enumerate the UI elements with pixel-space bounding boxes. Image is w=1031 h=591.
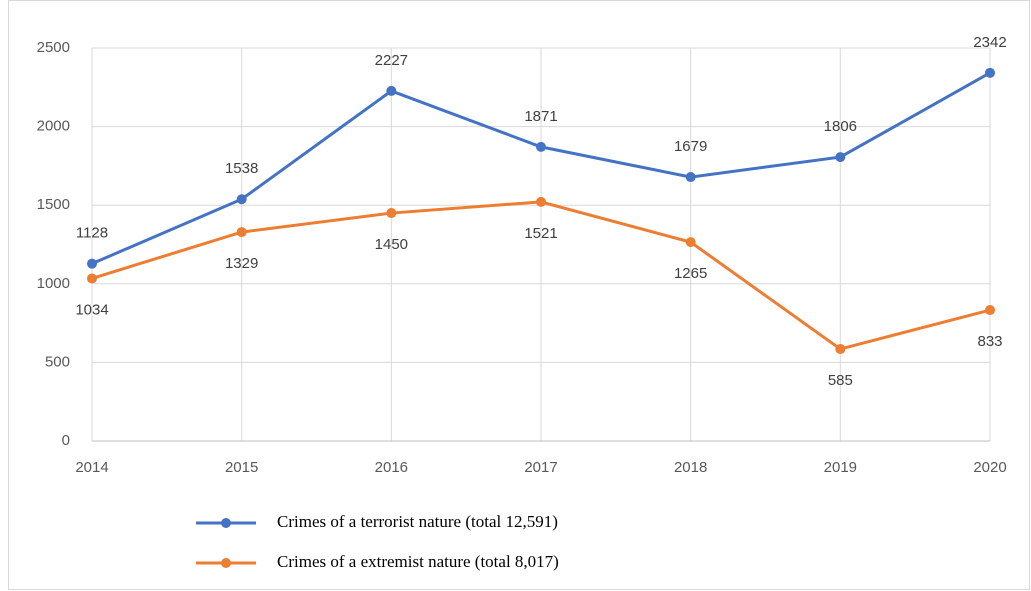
data-label: 1538 (225, 160, 258, 177)
point (87, 258, 97, 269)
data-label: 1521 (524, 225, 557, 242)
x-tick-label: 2017 (524, 459, 557, 476)
x-tick-label: 2018 (674, 459, 707, 476)
point (685, 237, 696, 248)
y-tick-label: 500 (45, 353, 70, 370)
y-tick-label: 1500 (37, 196, 70, 213)
legend-marker (221, 558, 231, 568)
data-label: 1679 (674, 138, 707, 155)
y-tick-label: 1000 (37, 275, 70, 292)
data-label: 1329 (225, 255, 258, 272)
point (236, 194, 247, 205)
data-label: 2227 (375, 52, 408, 69)
point (536, 196, 546, 207)
y-tick-label: 2000 (37, 118, 70, 135)
x-tick-label: 2019 (824, 459, 857, 476)
legend-label: Crimes of a terrorist nature (total 12,5… (277, 512, 558, 531)
point (87, 273, 97, 284)
legend-label: Crimes of a extremist nature (total 8,01… (277, 552, 559, 571)
y-tick-label: 0 (62, 432, 70, 449)
point (386, 85, 397, 96)
point (985, 305, 995, 316)
data-label: 2342 (973, 34, 1006, 51)
data-label: 1265 (674, 265, 707, 282)
x-tick-label: 2015 (225, 459, 258, 476)
point (536, 141, 546, 152)
data-label: 1034 (75, 301, 108, 318)
data-label: 585 (828, 372, 853, 389)
data-label: 833 (977, 333, 1002, 350)
data-label: 1806 (824, 118, 857, 135)
point (835, 152, 846, 163)
data-label: 1871 (524, 108, 557, 125)
point (835, 344, 846, 355)
x-tick-label: 2014 (75, 459, 108, 476)
point (236, 227, 247, 238)
x-tick-label: 2020 (973, 459, 1006, 476)
y-tick-label: 2500 (37, 39, 70, 56)
point (685, 172, 696, 183)
data-label: 1450 (375, 236, 408, 253)
data-label: 1128 (76, 225, 108, 242)
x-tick-label: 2016 (375, 459, 408, 476)
point (985, 67, 995, 78)
legend-marker (221, 518, 231, 528)
chart-border (8, 0, 1030, 590)
point (386, 208, 397, 219)
